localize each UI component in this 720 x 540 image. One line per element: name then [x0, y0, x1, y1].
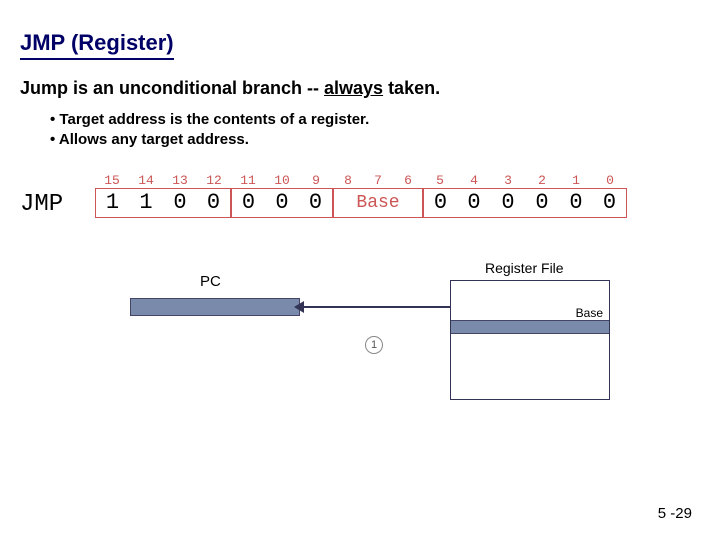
- bit-index: 12: [197, 173, 231, 188]
- bit-index: 0: [593, 173, 627, 188]
- bit-cell: 0: [559, 188, 593, 218]
- base-field-cell: Base: [333, 188, 423, 218]
- regfile-box: Base: [450, 280, 610, 400]
- bit-index: 7: [363, 173, 393, 188]
- pc-label: PC: [200, 273, 221, 290]
- bullet-item: Target address is the contents of a regi…: [50, 111, 700, 128]
- mnemonic-label: JMP: [20, 191, 63, 218]
- bit-cell: 0: [525, 188, 559, 218]
- bit-index: 5: [423, 173, 457, 188]
- page-number: 5 -29: [658, 505, 692, 522]
- instruction-encoding: JMP 1514131211109876543210 1100000Base00…: [20, 173, 700, 218]
- bit-index: 15: [95, 173, 129, 188]
- bullet-item: Allows any target address.: [50, 131, 700, 148]
- bit-cell: 0: [457, 188, 491, 218]
- regfile-label: Register File: [485, 260, 564, 276]
- datapath-diagram: PC Register File Base 1: [130, 258, 630, 418]
- arrow-line: [300, 306, 450, 308]
- bit-index: 1: [559, 173, 593, 188]
- pc-box: [130, 298, 300, 316]
- subtitle-post: taken.: [383, 78, 440, 98]
- bit-index: 2: [525, 173, 559, 188]
- bit-index: 9: [299, 173, 333, 188]
- bit-index-row: 1514131211109876543210: [95, 173, 700, 188]
- bit-cell: 1: [95, 188, 129, 218]
- slide-subtitle: Jump is an unconditional branch -- alway…: [20, 78, 700, 99]
- subtitle-pre: Jump is an unconditional branch --: [20, 78, 324, 98]
- bit-index: 14: [129, 173, 163, 188]
- bit-index: 6: [393, 173, 423, 188]
- slide-title: JMP (Register): [20, 30, 174, 60]
- bit-cell: 0: [231, 188, 265, 218]
- subtitle-em: always: [324, 78, 383, 98]
- bit-cell: 0: [163, 188, 197, 218]
- bit-cell: 0: [423, 188, 457, 218]
- bit-index: 13: [163, 173, 197, 188]
- bit-index: 11: [231, 173, 265, 188]
- bullet-list: Target address is the contents of a regi…: [50, 111, 700, 148]
- bit-cell-row: 1100000Base000000: [95, 188, 700, 218]
- bit-cell: 0: [593, 188, 627, 218]
- bit-cell: 0: [265, 188, 299, 218]
- regfile-base-label: Base: [576, 306, 603, 320]
- bit-cell: 0: [197, 188, 231, 218]
- step-number-badge: 1: [365, 336, 383, 354]
- regfile-base-row: [451, 320, 609, 334]
- bit-index: 4: [457, 173, 491, 188]
- bit-index: 3: [491, 173, 525, 188]
- bit-cell: 1: [129, 188, 163, 218]
- bit-cell: 0: [491, 188, 525, 218]
- bit-index: 10: [265, 173, 299, 188]
- bit-index: 8: [333, 173, 363, 188]
- arrow-head-icon: [294, 301, 304, 313]
- bit-cell: 0: [299, 188, 333, 218]
